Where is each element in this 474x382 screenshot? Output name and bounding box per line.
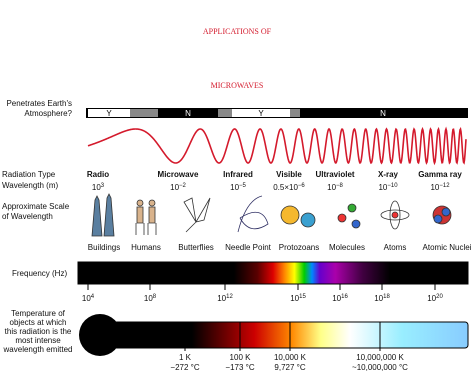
scale-label: of Wavelength	[2, 212, 53, 221]
atmosphere-partial	[218, 109, 232, 117]
frequency-tick-label-base: 10	[217, 294, 226, 303]
wavelength-exp: −2	[179, 183, 187, 189]
frequency-tick-label-base: 10	[427, 294, 436, 303]
wavelength-exp: −5	[239, 183, 247, 189]
wavelength: 10−12	[430, 183, 450, 192]
atmosphere-answer: Y	[106, 109, 112, 118]
wavelength-base: 0.5×10	[273, 183, 298, 192]
temperature-celsius: −173 °C	[225, 363, 254, 372]
wavelength: 10−2	[170, 183, 186, 192]
wavelength-exp: 3	[101, 183, 105, 189]
temperature-label: this radiation is the	[5, 327, 72, 336]
scale-item: Atomic Nuclei	[423, 243, 472, 252]
wavelength-base: 10	[378, 183, 387, 192]
scale-item: Needle Point	[225, 243, 272, 252]
radiation-type: Infrared	[223, 170, 253, 179]
frequency-label: Frequency (Hz)	[12, 269, 67, 278]
wavelength: 10−8	[327, 183, 343, 192]
frequency-tick-label: 108	[144, 294, 157, 303]
wavelength: 10−5	[230, 183, 246, 192]
radiation-type-label: Radiation Type	[2, 170, 56, 179]
wavelength: 0.5×10−6	[273, 183, 305, 192]
atmosphere-partial	[130, 109, 158, 117]
frequency-tick-label-exp: 20	[436, 294, 443, 300]
atmosphere-segment	[232, 109, 290, 117]
wavelength-base: 10	[230, 183, 239, 192]
frequency-tick-label-base: 10	[82, 294, 91, 303]
atmosphere-answer: N	[380, 109, 386, 118]
temperature-kelvin: 1 K	[179, 353, 192, 362]
atmosphere-partial	[290, 109, 300, 117]
wavelength-base: 10	[92, 183, 101, 192]
frequency-tick-label: 1016	[332, 294, 348, 303]
frequency-tick-label-exp: 8	[153, 294, 157, 300]
radiation-type: X-ray	[378, 170, 399, 179]
title-line-2: MICROWAVES	[211, 81, 264, 90]
frequency-tick-label-exp: 16	[341, 294, 348, 300]
atmosphere-answer: Y	[258, 109, 264, 118]
wave	[87, 126, 467, 166]
radiation-type: Gamma ray	[418, 170, 462, 179]
wavelength-exp: −10	[387, 183, 398, 189]
wavelength-base: 10	[327, 183, 336, 192]
temperature-celsius: ~10,000,000 °C	[352, 363, 408, 372]
radiation-type: Ultraviolet	[315, 170, 354, 179]
atmosphere-segment	[88, 109, 130, 117]
scale-label: Approximate Scale	[2, 202, 70, 211]
atmosphere-segment	[158, 109, 218, 117]
atmosphere-label: Atmosphere?	[24, 109, 72, 118]
atmosphere-label: Penetrates Earth's	[6, 99, 72, 108]
frequency-tick-label-exp: 18	[383, 294, 390, 300]
temperature-label: most intense	[15, 336, 61, 345]
temperature-label: Temperature of	[11, 309, 66, 318]
frequency-tick-label: 1015	[290, 294, 306, 303]
temperature-kelvin: 10,000 K	[274, 353, 307, 362]
frequency-tick-label-base: 10	[144, 294, 153, 303]
radiation-type: Radio	[87, 170, 109, 179]
temperature-celsius: 9,727 °C	[274, 363, 305, 372]
scale-item: Humans	[131, 243, 161, 252]
thermometer-tube	[99, 321, 469, 349]
radiation-type: Microwave	[158, 170, 199, 179]
frequency-tick-label-base: 10	[332, 294, 341, 303]
scale-item: Butterflies	[178, 243, 214, 252]
frequency-tick-label-base: 10	[374, 294, 383, 303]
atmosphere-segment	[300, 109, 466, 117]
frequency-tick-label-exp: 4	[91, 294, 95, 300]
wavelength-base: 10	[170, 183, 179, 192]
frequency-tick-label-exp: 15	[299, 294, 306, 300]
temperature-label: wavelength emitted	[3, 345, 73, 354]
temperature-kelvin: 10,000,000 K	[356, 353, 404, 362]
frequency-tick-label: 1020	[427, 294, 443, 303]
frequency-tick-label-base: 10	[290, 294, 299, 303]
title-line-1: APPLICATIONS OF	[203, 27, 272, 36]
wavelength-exp: −8	[336, 183, 344, 189]
icons	[91, 193, 452, 237]
temperature-celsius: −272 °C	[170, 363, 199, 372]
wavelength-base: 10	[430, 183, 439, 192]
scale-item: Protozoans	[279, 243, 319, 252]
frequency-tick-label: 1018	[374, 294, 390, 303]
scale-item: Molecules	[329, 243, 365, 252]
thermometer-bulb	[79, 314, 121, 356]
frequency-tick-label: 1012	[217, 294, 233, 303]
wavelength-label: Wavelength (m)	[2, 181, 59, 190]
wavelength-exp: −12	[439, 183, 450, 189]
scale-item: Buildings	[88, 243, 120, 252]
wavelength-exp: −6	[298, 183, 306, 189]
temperature-label: objects at which	[10, 318, 67, 327]
spectrum-bar	[77, 261, 469, 285]
frequency-tick-label-exp: 12	[226, 294, 233, 300]
wavelength: 103	[92, 183, 105, 192]
atmosphere-answer: N	[185, 109, 191, 118]
radiation-type: Visible	[276, 170, 302, 179]
wavelength: 10−10	[378, 183, 398, 192]
scale-item: Atoms	[384, 243, 407, 252]
frequency-tick-label: 104	[82, 294, 95, 303]
temperature-kelvin: 100 K	[230, 353, 252, 362]
